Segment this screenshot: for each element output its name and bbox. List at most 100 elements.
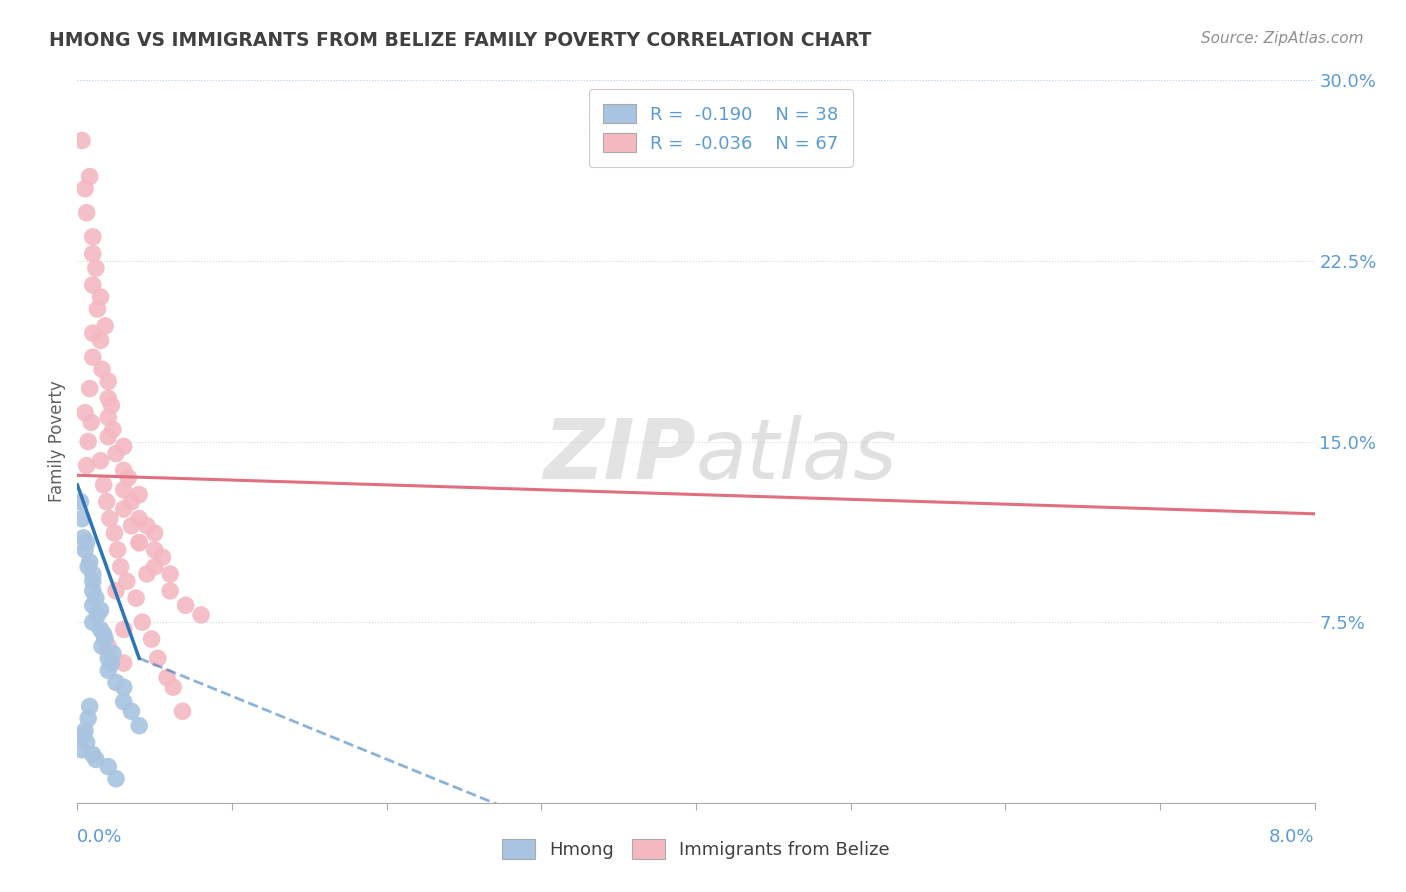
Point <box>112 656 135 670</box>
Point <box>174 599 197 613</box>
Point <box>69 494 91 508</box>
Point <box>128 487 150 501</box>
Point <box>159 567 181 582</box>
Point <box>82 574 104 589</box>
Text: 8.0%: 8.0% <box>1270 828 1315 846</box>
Point <box>93 627 115 641</box>
Point <box>105 446 127 460</box>
Point <box>70 743 93 757</box>
Point <box>94 318 117 333</box>
Point <box>97 664 120 678</box>
Point <box>112 623 135 637</box>
Point <box>76 535 98 549</box>
Point <box>76 735 98 749</box>
Point <box>143 526 166 541</box>
Point <box>79 699 101 714</box>
Point <box>162 680 184 694</box>
Point <box>128 535 150 549</box>
Point <box>75 181 96 195</box>
Point <box>105 772 127 786</box>
Point <box>90 454 111 468</box>
Point <box>82 246 104 260</box>
Point <box>75 723 96 738</box>
Point <box>143 542 166 557</box>
Y-axis label: Family Poverty: Family Poverty <box>48 381 66 502</box>
Point <box>112 483 135 497</box>
Point <box>112 439 135 453</box>
Point <box>90 290 111 304</box>
Text: atlas: atlas <box>696 416 897 497</box>
Point <box>101 422 124 436</box>
Point <box>84 591 107 605</box>
Point <box>79 169 101 184</box>
Point <box>72 531 94 545</box>
Point <box>131 615 153 630</box>
Text: Source: ZipAtlas.com: Source: ZipAtlas.com <box>1201 31 1364 46</box>
Point <box>125 591 148 605</box>
Point <box>100 656 122 670</box>
Point <box>97 639 120 653</box>
Point <box>152 550 174 565</box>
Text: ZIP: ZIP <box>543 416 696 497</box>
Point <box>82 567 104 582</box>
Point <box>94 632 117 646</box>
Point <box>82 326 104 340</box>
Point <box>112 695 135 709</box>
Point <box>77 434 100 449</box>
Point <box>96 494 118 508</box>
Point <box>84 261 107 276</box>
Point <box>110 559 132 574</box>
Point <box>107 542 129 557</box>
Point <box>136 567 159 582</box>
Point <box>91 639 114 653</box>
Point <box>121 494 143 508</box>
Point <box>103 526 125 541</box>
Point <box>146 651 169 665</box>
Point <box>84 752 107 766</box>
Point <box>82 747 104 762</box>
Text: 0.0%: 0.0% <box>77 828 122 846</box>
Point <box>97 760 120 774</box>
Point <box>159 583 181 598</box>
Legend: Hmong, Immigrants from Belize: Hmong, Immigrants from Belize <box>495 831 897 866</box>
Point <box>101 647 124 661</box>
Point <box>82 599 104 613</box>
Point <box>97 430 120 444</box>
Point <box>172 704 194 718</box>
Point <box>90 603 111 617</box>
Point <box>97 391 120 405</box>
Point <box>86 301 108 317</box>
Text: HMONG VS IMMIGRANTS FROM BELIZE FAMILY POVERTY CORRELATION CHART: HMONG VS IMMIGRANTS FROM BELIZE FAMILY P… <box>49 31 872 50</box>
Point <box>76 205 98 219</box>
Point <box>128 719 150 733</box>
Point <box>105 583 127 598</box>
Point <box>86 607 108 622</box>
Point <box>112 463 135 477</box>
Point <box>82 230 104 244</box>
Point <box>75 406 96 420</box>
Point <box>77 712 100 726</box>
Point <box>80 415 103 429</box>
Point <box>90 334 111 348</box>
Point <box>105 675 127 690</box>
Point <box>190 607 212 622</box>
Point <box>76 458 98 473</box>
Point <box>82 277 104 292</box>
Point <box>121 518 143 533</box>
Point <box>97 651 120 665</box>
Point <box>136 518 159 533</box>
Point <box>70 133 93 147</box>
Point <box>82 615 104 630</box>
Point <box>79 382 101 396</box>
Point <box>128 511 150 525</box>
Point <box>115 574 138 589</box>
Point <box>77 559 100 574</box>
Point <box>79 555 101 569</box>
Point <box>72 728 94 742</box>
Point <box>97 374 120 388</box>
Point <box>70 511 93 525</box>
Point <box>100 398 122 412</box>
Point <box>82 350 104 364</box>
Point <box>93 478 115 492</box>
Point <box>91 362 114 376</box>
